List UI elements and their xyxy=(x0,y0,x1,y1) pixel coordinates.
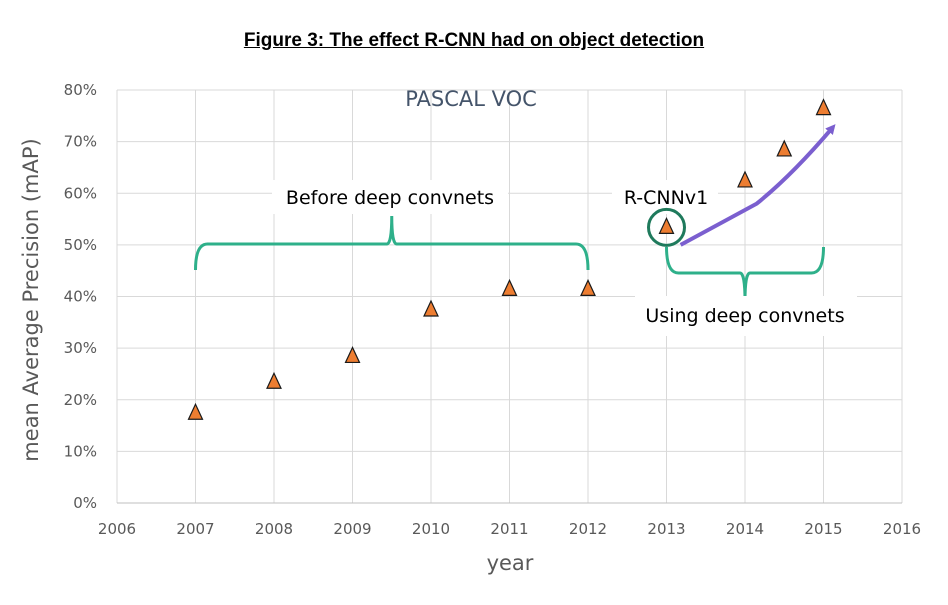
trend-arrow xyxy=(679,124,836,247)
y-tick-label: 10% xyxy=(64,442,97,460)
data-point-triangle xyxy=(580,278,596,296)
y-tick-label: 40% xyxy=(64,288,97,306)
x-tick-label: 2011 xyxy=(490,520,528,538)
before-label-bg xyxy=(272,180,508,214)
x-tick-label: 2006 xyxy=(98,520,136,538)
y-axis-label: mean Average Precision (mAP) xyxy=(19,138,43,461)
data-point-triangle xyxy=(501,278,518,296)
x-tick-label: 2009 xyxy=(333,520,371,538)
y-tick-label: 70% xyxy=(64,133,97,151)
after-label: Using deep convnets xyxy=(645,305,844,327)
x-tick-label: 2012 xyxy=(569,520,607,538)
y-tick-label: 60% xyxy=(64,184,97,202)
data-point-triangle xyxy=(737,170,753,188)
x-tick-label: 2008 xyxy=(255,520,293,538)
y-tick-label: 20% xyxy=(64,391,97,409)
ticks: 2006 2007 2008 2009 2010 2011 2012 2013 2014 2015… xyxy=(64,81,921,538)
data-point-triangle xyxy=(423,299,439,317)
x-tick-label: 2016 xyxy=(883,520,921,538)
before-label: Before deep convnets xyxy=(286,187,494,209)
x-tick-label: 2014 xyxy=(726,520,764,538)
before-brace xyxy=(194,215,590,271)
grid xyxy=(116,89,903,504)
x-tick-label: 2010 xyxy=(412,520,450,538)
y-tick-label: 0% xyxy=(73,494,97,512)
data-point-triangle xyxy=(658,216,675,234)
data-point-triangle xyxy=(776,139,793,157)
data-point-triangle xyxy=(344,346,361,364)
x-tick-label: 2013 xyxy=(647,520,685,538)
rcnn-label: R-CNNv1 xyxy=(624,187,708,209)
y-tick-label: 80% xyxy=(64,81,97,99)
y-tick-label: 30% xyxy=(64,339,97,357)
data-point-triangle xyxy=(187,402,204,420)
y-tick-label: 50% xyxy=(64,236,97,254)
rcnn-highlight-circle xyxy=(647,207,686,247)
x-axis-label: year xyxy=(487,551,534,575)
chart-title: PASCAL VOC xyxy=(405,87,537,111)
x-tick-label: 2007 xyxy=(176,520,214,538)
figure-title: Figure 3: The effect R-CNN had on object… xyxy=(243,30,705,51)
data-points xyxy=(187,98,832,420)
data-point-triangle xyxy=(815,98,832,116)
after-label-bg xyxy=(635,296,857,336)
x-tick-label: 2015 xyxy=(804,520,842,538)
data-point-triangle xyxy=(266,371,282,389)
